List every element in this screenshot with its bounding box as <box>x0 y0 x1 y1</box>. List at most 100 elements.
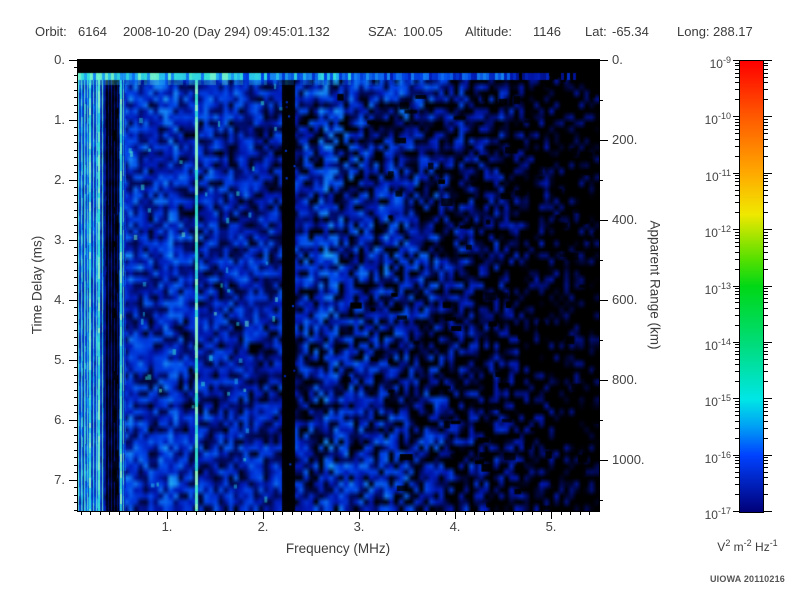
y-axis-tick-label: 6. <box>54 412 65 427</box>
colorbar-minor-tick-right <box>764 494 768 495</box>
y-axis-major-tick <box>69 60 78 61</box>
colorbar-minor-tick-right <box>764 181 768 182</box>
x-axis-minor-tick <box>186 511 187 515</box>
colorbar-minor-tick-right <box>764 381 768 382</box>
y-axis-minor-tick <box>74 262 78 263</box>
colorbar-minor-tick-right <box>764 99 768 100</box>
x-axis-tick-label: 4. <box>449 519 461 534</box>
y-axis-minor-tick <box>74 412 78 413</box>
x-axis-tick-label: 2. <box>257 519 269 534</box>
y-axis-minor-tick <box>74 82 78 83</box>
long-value: 288.17 <box>713 24 753 39</box>
colorbar-minor-tick-left <box>735 359 739 360</box>
y-axis-tick-label: 7. <box>54 472 65 487</box>
x-axis-minor-tick <box>493 511 494 515</box>
colorbar-tick-label: 10-17 <box>704 506 731 522</box>
y-axis-minor-tick <box>74 435 78 436</box>
y-axis-minor-tick <box>74 135 78 136</box>
right-axis-tick-label: 0. <box>612 52 623 67</box>
x-axis-minor-tick <box>484 511 485 515</box>
colorbar-minor-tick-left <box>735 82 739 83</box>
y-axis-minor-tick <box>74 502 78 503</box>
colorbar-minor-tick-left <box>735 238 739 239</box>
x-axis-minor-tick <box>301 511 302 515</box>
colorbar-minor-tick-left <box>735 77 739 78</box>
x-axis-minor-tick <box>589 511 590 515</box>
y-axis-minor-tick <box>74 150 78 151</box>
y-axis-minor-tick <box>74 315 78 316</box>
y-axis-minor-tick <box>74 382 78 383</box>
y-axis-minor-tick <box>74 157 78 158</box>
colorbar-minor-tick-right <box>764 315 768 316</box>
y-axis-minor-tick <box>74 105 78 106</box>
colorbar-minor-tick-left <box>735 235 739 236</box>
colorbar-minor-tick-right <box>764 347 768 348</box>
x-axis-minor-tick <box>369 511 370 515</box>
colorbar-minor-tick-left <box>735 494 739 495</box>
colorbar-minor-tick-left <box>735 146 739 147</box>
colorbar-major-tick-left <box>733 173 739 174</box>
y-axis-minor-tick <box>74 277 78 278</box>
x-axis-minor-tick <box>109 511 110 515</box>
x-axis-minor-tick <box>100 511 101 515</box>
colorbar-minor-tick-left <box>735 63 739 64</box>
colorbar-minor-tick-left <box>735 438 739 439</box>
colorbar-minor-tick-right <box>764 77 768 78</box>
x-axis-major-tick <box>455 511 456 519</box>
x-axis-minor-tick <box>340 511 341 515</box>
colorbar-minor-tick-left <box>735 125 739 126</box>
colorbar-minor-tick-left <box>735 421 739 422</box>
colorbar-minor-tick-left <box>735 294 739 295</box>
y-axis-major-tick <box>69 180 78 181</box>
colorbar-minor-tick-right <box>764 125 768 126</box>
colorbar-minor-tick-right <box>764 89 768 90</box>
colorbar-minor-tick-left <box>735 212 739 213</box>
colorbar-minor-tick-right <box>764 252 768 253</box>
colorbar-minor-tick-left <box>735 428 739 429</box>
x-axis-minor-tick <box>532 511 533 515</box>
x-axis-minor-tick <box>244 511 245 515</box>
y-axis-minor-tick <box>74 247 78 248</box>
colorbar-minor-tick-left <box>735 291 739 292</box>
colorbar-minor-tick-right <box>764 428 768 429</box>
colorbar-minor-tick-left <box>735 89 739 90</box>
colorbar-minor-tick-left <box>735 181 739 182</box>
colorbar-minor-tick-right <box>764 133 768 134</box>
y-axis-minor-tick <box>74 307 78 308</box>
colorbar-minor-tick-right <box>764 308 768 309</box>
x-axis-minor-tick <box>465 511 466 515</box>
colorbar-minor-tick-right <box>764 246 768 247</box>
right-axis-tick-label: 200. <box>612 132 638 147</box>
x-axis-minor-tick <box>378 511 379 515</box>
colorbar-minor-tick-left <box>735 407 739 408</box>
colorbar-minor-tick-right <box>764 82 768 83</box>
y-axis-minor-tick <box>74 195 78 196</box>
x-axis-minor-tick <box>292 511 293 515</box>
y-axis-minor-tick <box>74 285 78 286</box>
sza-label: SZA: <box>368 24 397 39</box>
colorbar-minor-tick-right <box>764 404 768 405</box>
orbit-label: Orbit: <box>35 24 67 39</box>
colorbar-minor-tick-left <box>735 252 739 253</box>
x-axis-tick-label: 5. <box>545 519 557 534</box>
x-axis-minor-tick <box>90 511 91 515</box>
colorbar-minor-tick-left <box>735 344 739 345</box>
colorbar-minor-tick-right <box>764 288 768 289</box>
x-axis-minor-tick <box>513 511 514 515</box>
colorbar-minor-tick-right <box>764 411 768 412</box>
colorbar-minor-tick-left <box>735 190 739 191</box>
y-axis-minor-tick <box>74 112 78 113</box>
colorbar-minor-tick-left <box>735 242 739 243</box>
x-axis-minor-tick <box>407 511 408 515</box>
colorbar-minor-tick-left <box>735 73 739 74</box>
colorbar-minor-tick-right <box>764 259 768 260</box>
colorbar-minor-tick-right <box>764 122 768 123</box>
x-axis-minor-tick <box>321 511 322 515</box>
x-axis-tick-label: 1. <box>161 519 173 534</box>
colorbar-tick-label: 10-11 <box>705 168 731 184</box>
colorbar-minor-tick-left <box>735 354 739 355</box>
x-axis-minor-tick <box>445 511 446 515</box>
colorbar-major-tick-left <box>733 342 739 343</box>
colorbar-minor-tick-right <box>764 291 768 292</box>
y-axis-minor-tick <box>74 450 78 451</box>
